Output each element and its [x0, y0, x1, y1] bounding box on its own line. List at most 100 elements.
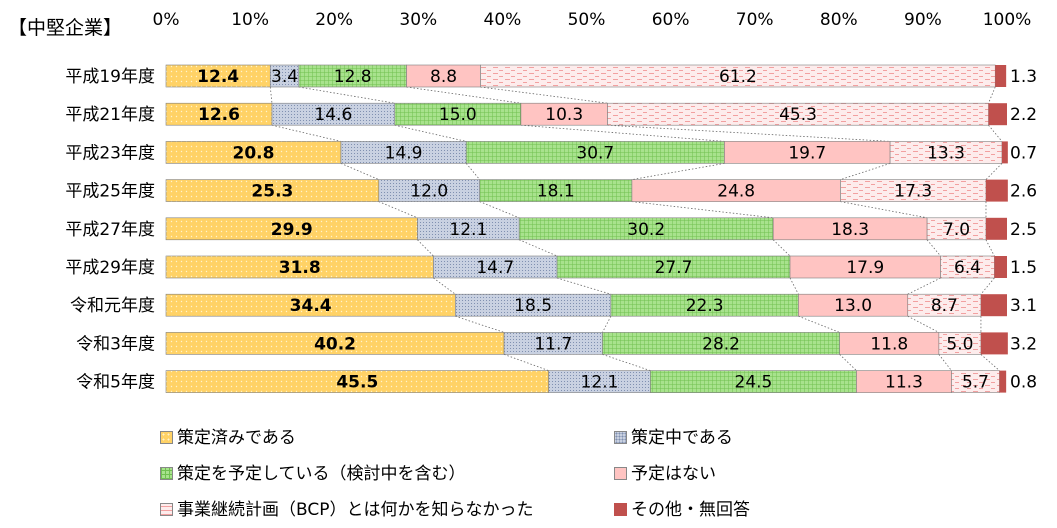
connector-line	[519, 239, 558, 257]
x-tick-label: 70%	[736, 10, 774, 30]
data-label: 17.9	[846, 258, 884, 278]
data-label: 14.9	[385, 143, 423, 163]
connector-line	[607, 124, 891, 142]
legend-item: 事業継続計画（BCP）とは何かを知らなかった	[160, 495, 534, 520]
data-label: 11.7	[534, 334, 572, 354]
bar-segment	[1001, 141, 1008, 164]
connector-line	[340, 163, 379, 180]
x-tick-label: 80%	[820, 10, 858, 30]
category-label: 平成25年度	[65, 182, 155, 202]
bar-segment	[995, 65, 1007, 87]
data-label: 2.5	[1010, 220, 1037, 240]
connector-line	[602, 316, 612, 333]
connector-line	[556, 277, 612, 295]
data-label: 1.3	[1010, 67, 1037, 87]
connector-line	[631, 201, 774, 219]
connector-line	[602, 354, 651, 371]
data-label: 19.7	[788, 143, 826, 163]
category-label: 平成21年度	[65, 105, 155, 125]
legend-item: 策定済みである	[160, 423, 296, 448]
category-label: 令和元年度	[70, 296, 155, 316]
connector-line	[840, 163, 891, 180]
connector-line	[271, 124, 342, 142]
connector-line	[298, 86, 395, 104]
data-label: 2.2	[1010, 105, 1037, 125]
data-label: 40.2	[314, 334, 356, 354]
x-tick-label: 0%	[153, 10, 180, 30]
data-label: 15.0	[439, 105, 477, 125]
x-tick-label: 60%	[652, 10, 690, 30]
legend-swatch	[160, 467, 173, 480]
bar-segment	[999, 370, 1007, 393]
data-label: 31.8	[279, 258, 321, 278]
legend-swatch	[614, 467, 627, 480]
data-label: 17.3	[894, 182, 932, 202]
category-label: 平成29年度	[65, 258, 155, 278]
legend-swatch	[614, 431, 627, 444]
legend-item: 予定はない	[614, 459, 716, 484]
connector-line	[503, 354, 549, 371]
data-label: 24.8	[717, 182, 755, 202]
data-label: 18.3	[831, 220, 869, 240]
data-label: 30.2	[627, 220, 665, 240]
connector-line	[417, 239, 434, 257]
connector-line	[985, 163, 1003, 180]
data-label: 14.6	[314, 105, 352, 125]
connector-line	[772, 239, 791, 257]
x-tick-label: 50%	[568, 10, 606, 30]
data-label: 12.1	[581, 373, 619, 393]
bar-segment	[985, 179, 1008, 202]
connector-line	[798, 315, 840, 333]
bar-segment	[994, 256, 1007, 278]
data-label: 20.8	[232, 143, 274, 163]
legend-label: 事業継続計画（BCP）とは何かを知らなかった	[177, 500, 534, 520]
connector-line	[926, 239, 941, 257]
connector-line	[907, 315, 940, 333]
x-tick-label: 10%	[231, 10, 269, 30]
data-label: 30.7	[576, 143, 614, 163]
data-label: 8.7	[931, 296, 958, 316]
data-label: 7.0	[943, 220, 970, 240]
data-label: 12.8	[334, 67, 372, 87]
x-tick-label: 100%	[983, 10, 1032, 30]
chart-title: 【中堅企業】	[8, 17, 122, 39]
data-label: 2.6	[1010, 182, 1037, 202]
data-label: 24.5	[735, 373, 773, 393]
data-label: 5.7	[962, 373, 989, 393]
connector-line	[520, 124, 725, 142]
legend-swatch	[160, 503, 173, 516]
data-label: 0.7	[1010, 143, 1037, 163]
bar-segment	[980, 332, 1008, 355]
connector-line	[406, 86, 521, 104]
connector-line	[269, 86, 273, 104]
legend-item: 策定中である	[614, 423, 733, 448]
data-label: 10.3	[545, 105, 583, 125]
data-label: 5.0	[946, 334, 973, 354]
legend-item: その他・無回答	[614, 495, 750, 520]
legend-label: 策定中である	[631, 428, 733, 448]
connector-line	[479, 201, 520, 219]
data-label: 0.8	[1010, 373, 1037, 393]
x-tick-label: 40%	[484, 10, 522, 30]
x-tick-label: 30%	[399, 10, 437, 30]
data-label: 12.0	[410, 182, 448, 202]
data-label: 13.3	[927, 143, 965, 163]
legend-swatch	[160, 431, 173, 444]
bar-segment	[980, 294, 1007, 317]
data-label: 11.8	[870, 334, 908, 354]
connector-line	[631, 163, 725, 180]
data-label: 27.7	[655, 258, 693, 278]
data-label: 29.9	[271, 220, 313, 240]
data-label: 18.5	[514, 296, 552, 316]
connector-line	[988, 86, 996, 104]
x-tick-label: 90%	[904, 10, 942, 30]
connector-line	[394, 124, 467, 142]
data-label: 14.7	[476, 258, 514, 278]
category-label: 平成19年度	[65, 67, 155, 87]
connector-line	[465, 163, 481, 180]
data-label: 13.0	[834, 296, 872, 316]
connector-line	[980, 354, 1000, 371]
connector-line	[480, 86, 608, 104]
data-label: 61.2	[719, 67, 757, 87]
